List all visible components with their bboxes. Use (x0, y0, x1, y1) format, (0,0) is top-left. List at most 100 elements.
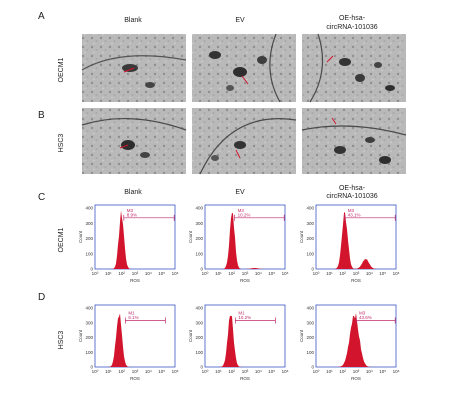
y-tick-label: 400 (85, 306, 93, 311)
y-axis-label: Count (299, 329, 304, 342)
x-tick-label: 10³ (132, 271, 139, 276)
x-axis-label: ROS (240, 278, 250, 283)
x-tick-label: 10⁶ (393, 369, 400, 374)
col-header-blank: Blank (124, 17, 142, 24)
y-tick-label: 0 (200, 365, 203, 370)
x-tick-label: 10³ (242, 369, 249, 374)
y-tick-label: 300 (306, 320, 314, 325)
histogram-d-blank: M16.1% 0 100 200 300 400 10⁰ 10¹ 10² 10³ 10⁴ 10⁵ 10⁶… (78, 304, 179, 381)
y-tick-label: 200 (85, 236, 93, 241)
col-header-ev: EV (235, 17, 245, 24)
gate-percentage: 43.1% (348, 212, 361, 217)
x-tick-label: 10⁰ (92, 271, 99, 276)
y-tick-label: 400 (306, 306, 314, 311)
gate-name: M3 (359, 311, 366, 316)
row-label-oecm1-c: OECM1 (58, 227, 65, 252)
micrograph-hsc3-ev (192, 108, 297, 175)
y-tick-label: 200 (195, 335, 203, 340)
x-tick-label: 10³ (353, 369, 360, 374)
gate-percentage: 43.6% (359, 315, 372, 320)
micrograph-oecm1-oe (302, 33, 406, 103)
x-tick-label: 10⁶ (393, 271, 400, 276)
gate-percentage: 8.9% (127, 212, 137, 217)
gate-percentage: 10.2% (238, 315, 251, 320)
micrograph-oecm1-blank (81, 34, 187, 102)
x-tick-label: 10⁴ (366, 271, 373, 276)
y-axis-label: Count (78, 230, 83, 243)
y-tick-label: 100 (195, 350, 203, 355)
y-tick-label: 100 (306, 350, 314, 355)
histogram-c-blank: M38.9% 0 100 200 300 400 10⁰ 10¹ 10² 10³ 10⁴ 10⁵ 10⁶… (78, 204, 179, 283)
y-tick-label: 0 (90, 267, 93, 272)
micrograph-hsc3-blank (81, 108, 187, 174)
y-tick-label: 400 (306, 206, 314, 211)
x-tick-label: 10⁵ (379, 271, 386, 276)
x-tick-label: 10⁶ (172, 369, 179, 374)
plot-frame (94, 304, 176, 368)
y-axis-label: Count (188, 329, 193, 342)
x-tick-label: 10⁵ (158, 369, 165, 374)
y-tick-label: 100 (85, 251, 93, 256)
plot-frame (204, 304, 286, 368)
x-tick-label: 10³ (353, 271, 360, 276)
x-tick-label: 10² (228, 271, 235, 276)
micrograph-hsc3-oe (301, 108, 407, 174)
x-axis-label: ROS (130, 278, 140, 283)
x-tick-label: 10² (118, 369, 125, 374)
row-label-hsc3-b: HSC3 (58, 134, 65, 153)
x-tick-label: 10¹ (105, 271, 112, 276)
panel-label-c: C (38, 192, 45, 203)
col-header-oe-2: circRNA-101036 (326, 24, 377, 31)
y-tick-label: 100 (306, 251, 314, 256)
x-tick-label: 10⁶ (172, 271, 179, 276)
y-tick-label: 400 (195, 206, 203, 211)
x-tick-label: 10⁴ (255, 271, 262, 276)
x-tick-label: 10¹ (326, 271, 333, 276)
x-tick-label: 10⁵ (158, 271, 165, 276)
y-tick-label: 200 (306, 335, 314, 340)
x-tick-label: 10² (339, 271, 346, 276)
histogram-fill (316, 313, 396, 367)
y-tick-label: 0 (311, 365, 314, 370)
panel-label-a: A (38, 11, 45, 22)
x-tick-label: 10⁴ (145, 369, 152, 374)
x-tick-label: 10¹ (105, 369, 112, 374)
x-axis-label: ROS (240, 376, 250, 381)
y-tick-label: 0 (200, 267, 203, 272)
y-tick-label: 200 (195, 236, 203, 241)
y-tick-label: 0 (90, 365, 93, 370)
x-tick-label: 10² (118, 271, 125, 276)
y-tick-label: 400 (195, 306, 203, 311)
gate-percentage: 10.2% (238, 212, 251, 217)
y-tick-label: 300 (306, 221, 314, 226)
x-tick-label: 10¹ (215, 271, 222, 276)
y-axis-label: Count (299, 230, 304, 243)
x-tick-label: 10² (339, 369, 346, 374)
histogram-layer: M3 8.9% 0 100 200 300 400 10⁰ 10¹ 10² 10³ 10⁴ 10⁵ 10⁶… (78, 204, 400, 381)
panel-label-d: D (38, 292, 45, 303)
x-tick-label: 10³ (242, 271, 249, 276)
x-tick-label: 10⁶ (282, 271, 289, 276)
plot-frame (204, 204, 286, 270)
y-tick-label: 100 (195, 251, 203, 256)
y-tick-label: 300 (85, 221, 93, 226)
col-header-blank-c: Blank (124, 189, 142, 196)
gate-name: M1 (128, 311, 135, 316)
x-tick-label: 10¹ (326, 369, 333, 374)
x-axis-label: ROS (130, 376, 140, 381)
x-tick-label: 10³ (132, 369, 139, 374)
row-label-oecm1-a: OECM1 (58, 57, 65, 82)
x-tick-label: 10⁵ (268, 271, 275, 276)
x-tick-label: 10⁵ (379, 369, 386, 374)
x-tick-label: 10⁰ (202, 369, 209, 374)
y-tick-label: 300 (195, 320, 203, 325)
x-tick-label: 10⁵ (268, 369, 275, 374)
y-tick-label: 0 (311, 267, 314, 272)
gate-name: M1 (238, 311, 245, 316)
y-tick-label: 100 (85, 350, 93, 355)
panel-label-b: B (38, 110, 45, 121)
